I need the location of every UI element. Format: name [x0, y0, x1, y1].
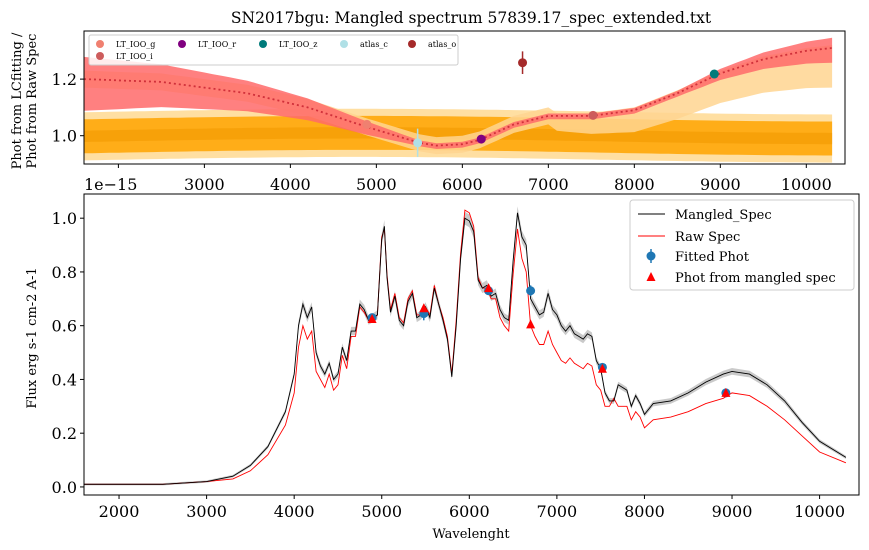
orange-band-inner [84, 127, 833, 145]
spectrum-xtick-label: 10000 [794, 502, 845, 521]
ratio-point [518, 58, 528, 68]
ratio-xtick-label: 3000 [184, 175, 225, 194]
ratio-ytick-label: 1.0 [52, 127, 77, 146]
ratio-uncertainty-bands [84, 37, 833, 163]
spectrum-ytick-label: 1.0 [52, 209, 77, 228]
ratio-panel-offset-label: 1e−15 [84, 175, 137, 194]
spectrum-ytick-label: 0.8 [52, 263, 77, 282]
spectrum-panel-yticks: 0.0 0.2 0.4 0.6 0.8 1.0 [52, 209, 84, 497]
ratio-panel: SN2017bgu: Mangled spectrum 57839.17_spe… [10, 9, 846, 194]
spectrum-ytick-label: 0.2 [52, 424, 77, 443]
spectrum-xtick-label: 8000 [624, 502, 665, 521]
ratio-xtick-label: 8000 [614, 175, 655, 194]
spectrum-xtick-label: 3000 [186, 502, 227, 521]
ratio-xtick-label: 7000 [528, 175, 569, 194]
spectrum-xtick-label: 6000 [449, 502, 490, 521]
ratio-panel-xticks: 3000 4000 5000 6000 7000 8000 9000 10000 [117, 164, 832, 194]
red-curve-band [84, 37, 833, 150]
ratio-legend-marker [340, 40, 348, 48]
light-orange-curve-band [84, 45, 833, 155]
ratio-panel-ylabel-line1: Phot from LCfitting / [10, 32, 25, 169]
fitted-phot-point [526, 286, 536, 296]
ratio-point [476, 134, 486, 144]
mangled-phot-triangle [367, 313, 377, 323]
ratio-point [413, 138, 423, 148]
ratio-legend-label: LT_IOO_z [279, 40, 318, 49]
ratio-point [362, 119, 372, 129]
spectrum-xtick-label: 9000 [712, 502, 753, 521]
ratio-legend-label: atlas_c [360, 40, 388, 49]
ratio-xtick-label: 5000 [356, 175, 397, 194]
ratio-legend-marker [96, 52, 104, 60]
ratio-legend-label: LT_IOO_i [116, 52, 153, 61]
spectrum-panel-ylabel: Flux erg s-1 cm-2 A-1 [25, 267, 40, 408]
mangled-spec-line [84, 212, 847, 485]
ratio-panel-legend: LT_IOO_g LT_IOO_r LT_IOO_z atlas_c atlas_o LT… [88, 34, 459, 66]
ratio-panel-title: SN2017bgu: Mangled spectrum 57839.17_spe… [231, 9, 712, 27]
mangled-phot-triangle [597, 363, 607, 373]
spectrum-xtick-label: 5000 [361, 502, 402, 521]
spectrum-legend-box [629, 199, 855, 291]
ratio-legend-marker [408, 40, 416, 48]
spectrum-panel-xticks: 2000 3000 4000 5000 6000 7000 8000 9000 10000 [99, 495, 845, 521]
ratio-point [588, 110, 598, 120]
spectrum-panel-xlabel: Wavelenght [432, 527, 510, 542]
ratio-xtick-label: 6000 [442, 175, 483, 194]
spectrum-xtick-label: 7000 [537, 502, 578, 521]
ratio-xtick-label: 4000 [270, 175, 311, 194]
ratio-legend-label: atlas_o [428, 40, 456, 49]
ratio-xtick-label: 9000 [700, 175, 741, 194]
ratio-legend-marker [178, 40, 186, 48]
ratio-xtick-label: 10000 [781, 175, 832, 194]
ratio-legend-marker [259, 40, 267, 48]
ratio-ytick-label: 1.2 [52, 70, 77, 89]
spectrum-panel-frame [83, 193, 860, 496]
spectrum-panel: Flux erg s-1 cm-2 A-1 Wavelenght 0.00.20… [25, 193, 860, 542]
spectrum-legend-dot [646, 251, 656, 261]
ratio-panel-yticks: 1.0 1.2 [52, 70, 84, 146]
ratio-points [362, 51, 719, 157]
ratio-curve [84, 47, 833, 147]
spectrum-panel-legend: Mangled_Spec Raw Spec Fitted Phot Phot from… [629, 199, 855, 291]
ratio-curve-dotted [84, 47, 833, 147]
ratio-legend-label: LT_IOO_g [116, 40, 155, 49]
spectrum-series [84, 206, 847, 486]
spectrum-xtick-label: 4000 [274, 502, 315, 521]
mangled-phot-triangle [721, 387, 731, 397]
mangled-phot-triangle [526, 319, 536, 329]
spectrum-xtick-label: 2000 [99, 502, 140, 521]
ratio-panel-frame [83, 30, 846, 165]
spectrum-ytick-label: 0.0 [52, 478, 77, 497]
ratio-legend-marker [96, 40, 104, 48]
spectrum-ytick-label: 0.4 [52, 370, 77, 389]
spectrum-legend-label: Phot from mangled spec [675, 271, 836, 286]
spectrum-points [367, 283, 731, 398]
spectrum-ytick-label: 0.6 [52, 317, 77, 336]
ratio-panel-ylabel-line2: Phot from Raw Spec [25, 34, 40, 169]
spectrum-legend-label: Raw Spec [675, 230, 740, 245]
spectrum-legend-label: Fitted Phot [675, 250, 750, 265]
mangled-phot-triangle [484, 283, 494, 293]
ratio-legend-label: LT_IOO_r [198, 40, 236, 49]
ratio-point [709, 69, 719, 79]
spectrum-legend-label: Mangled_Spec [675, 208, 772, 223]
spectrum-legend-triangle [646, 272, 656, 281]
mangled-phot-triangle [419, 303, 429, 313]
